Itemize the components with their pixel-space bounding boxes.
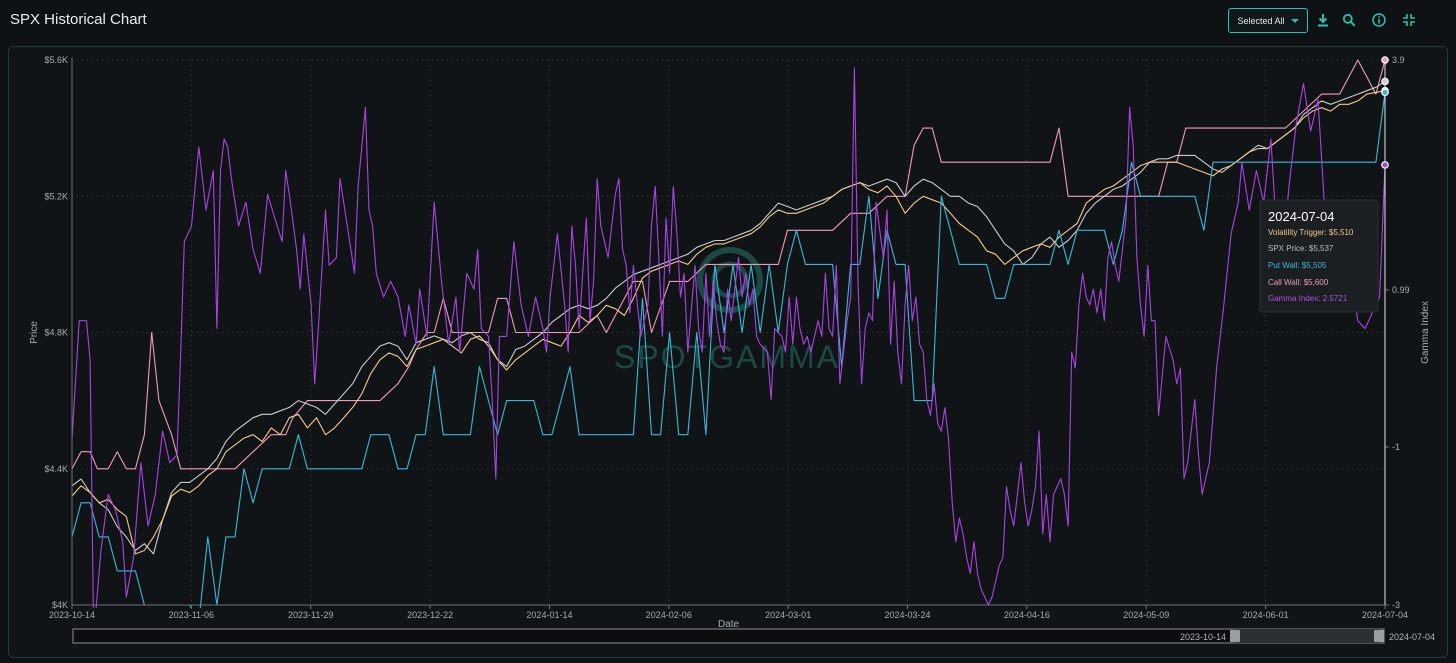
slider-start-label: 2023-10-14 (1180, 632, 1226, 642)
series-group (72, 59, 1386, 608)
slider-selection[interactable] (1236, 629, 1379, 643)
y2-tick-label: -3 (1392, 600, 1400, 610)
x-tick-label: 2024-04-16 (1004, 610, 1050, 620)
tooltip-bg (1259, 199, 1379, 313)
slider-handle-left[interactable] (1230, 630, 1240, 642)
call-wall-line (72, 59, 1386, 470)
collapse-icon[interactable] (1402, 13, 1416, 27)
y-tick-label: $4.8K (44, 328, 68, 338)
spx-line (72, 81, 1386, 555)
y-tick-label: $5.2K (44, 191, 68, 201)
x-tick-label: 2024-01-14 (526, 610, 572, 620)
y-tick-label: $4K (52, 600, 68, 610)
range-slider[interactable]: 2023-10-14 2024-07-04 (72, 628, 1435, 644)
grid-lines (71, 59, 1386, 606)
x-tick-label: 2024-03-01 (765, 610, 811, 620)
x-tick-label: 2023-11-29 (288, 610, 333, 620)
tooltip-put-wall: Put Wall: $5,505 (1268, 261, 1327, 270)
put-wall-endpoint (1381, 88, 1389, 97)
vol-trigger-line (72, 90, 1386, 555)
gamma-line (72, 67, 1386, 608)
watermark: SPOTGAMMA (614, 247, 840, 375)
tooltip-date: 2024-07-04 (1268, 209, 1335, 224)
y-tick-label: $4.4K (44, 464, 68, 474)
y2-tick-label: 0.99 (1392, 285, 1410, 295)
watermark-text: SPOTGAMMA (614, 339, 840, 375)
slider-handle-right[interactable] (1374, 630, 1384, 642)
header: SPX Historical Chart Selected All (0, 0, 1456, 44)
info-icon[interactable] (1372, 13, 1386, 27)
tooltip-spx-price: SPX Price: $5,537 (1268, 244, 1334, 253)
y2-axis-label: Gamma Index (1420, 301, 1431, 364)
tooltip-vol-trigger: Volatility Trigger: $5,510 (1268, 228, 1354, 237)
zoom-icon[interactable] (1342, 13, 1356, 27)
x-tick-label: 2023-12-22 (407, 610, 453, 620)
x-tick-label: 2024-02-06 (646, 610, 692, 620)
series-select-label: Selected All (1237, 15, 1285, 26)
download-icon[interactable] (1316, 13, 1330, 27)
tooltip-gamma-index: Gamma Index: 2.5721 (1268, 294, 1348, 303)
call-wall-endpoint (1381, 56, 1389, 64)
page-title: SPX Historical Chart (10, 11, 147, 28)
x-tick-label: 2024-05-09 (1123, 610, 1169, 620)
slider-end-label: 2024-07-04 (1389, 632, 1435, 642)
x-axis-label: Date (718, 619, 740, 630)
y-tick-label: $5.6K (44, 55, 68, 65)
tooltip-call-wall: Call Wall: $5,600 (1268, 278, 1329, 287)
chevron-down-icon (1290, 18, 1299, 23)
y2-tick-label: 3.9 (1392, 55, 1405, 65)
x-tick-label: 2024-07-04 (1362, 610, 1408, 620)
spx-endpoint (1381, 77, 1389, 86)
chart-panel (8, 46, 1448, 658)
x-tick-label: 2023-10-14 (49, 610, 95, 620)
x-tick-label: 2024-03-24 (885, 610, 931, 620)
y2-tick-label: -1 (1392, 442, 1400, 452)
series-select-dropdown[interactable]: Selected All (1228, 8, 1308, 33)
axes: 2023-10-14 2023-11-06 2023-11-29 2023-12-22… (29, 55, 1431, 630)
x-tick-label: 2023-11-06 (169, 610, 214, 620)
y-axis-label: Price (29, 321, 40, 344)
x-tick-label: 2024-06-01 (1243, 610, 1289, 620)
tooltip: 2024-07-04 Volatility Trigger: $5,510 SP… (1259, 199, 1379, 313)
endpoint-markers (1381, 56, 1389, 169)
gamma-endpoint (1381, 161, 1389, 169)
